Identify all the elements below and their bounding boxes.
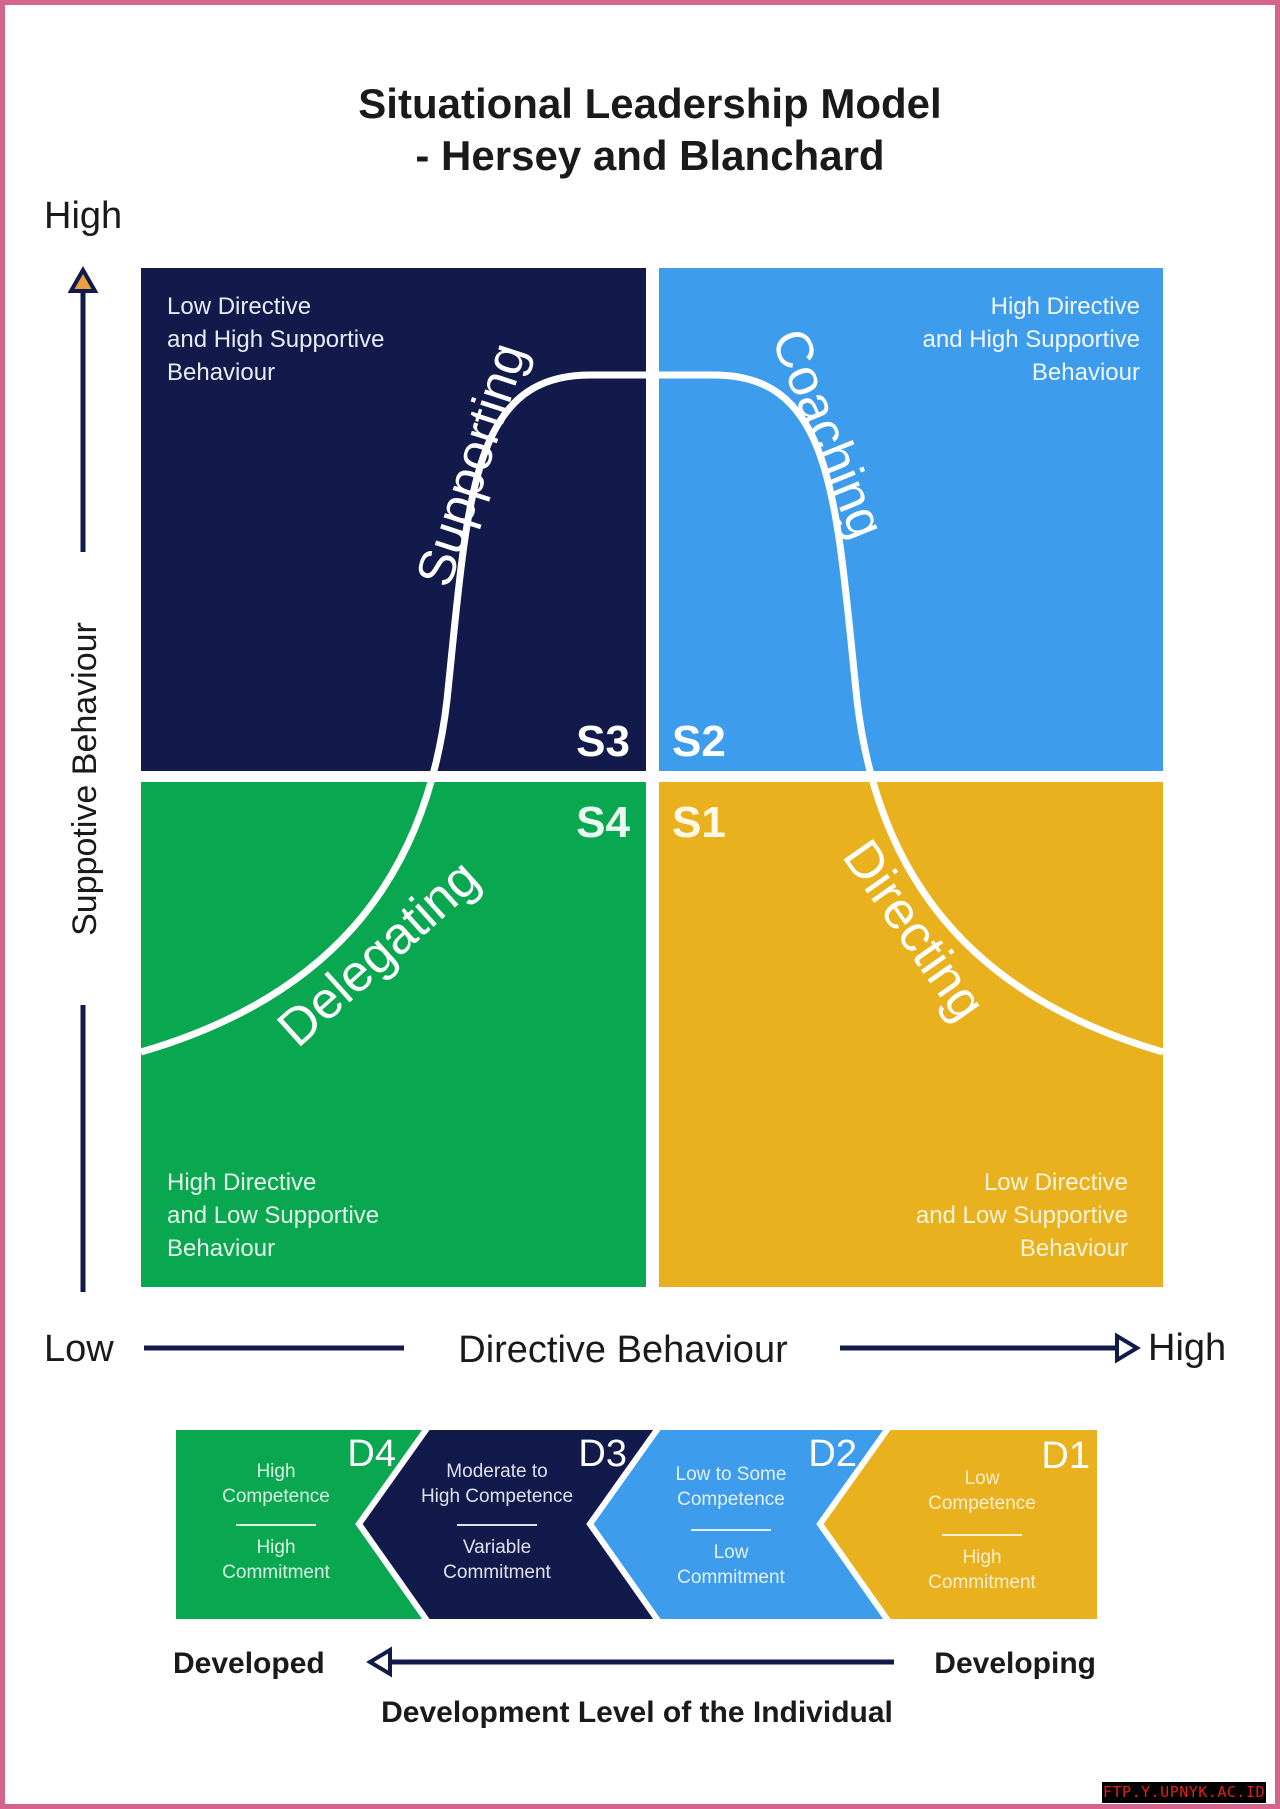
d3-commitment-2: Commitment [443,1562,551,1583]
development-arrow-icon [366,1646,392,1678]
s4-desc-line-2: and Low Supportive [167,1202,379,1229]
d3-competence-2: High Competence [421,1486,573,1507]
d2-competence-1: Low to Some [676,1464,787,1485]
x-axis-low-label: Low [44,1328,114,1370]
d4-commitment-1: High [256,1537,295,1558]
s1-desc-line-3: Behaviour [1020,1235,1128,1262]
watermark: FTP.Y.UPNYK.AC.ID [1102,1782,1266,1803]
code-s1: S1 [672,798,726,847]
title-line-2: - Hersey and Blanchard [415,132,884,179]
title-line-1: Situational Leadership Model [358,80,941,127]
d2-commitment-1: Low [714,1542,749,1563]
y-axis-label: Suppotive Behaviour [66,622,104,936]
developed-label: Developed [173,1647,325,1680]
code-d1: D1 [1041,1435,1090,1477]
d3-competence-1: Moderate to [446,1461,547,1482]
d4-competence-1: High [256,1461,295,1482]
x-axis-label: Directive Behaviour [458,1329,788,1371]
d4-commitment-2: Commitment [222,1562,330,1583]
d1-commitment-2: Commitment [928,1572,1036,1593]
y-axis-high-label: High [44,195,122,237]
leadership-curve [140,371,1164,1056]
chevron-d1 [816,1424,1103,1625]
s2-desc-line-3: Behaviour [1032,359,1140,386]
code-d2: D2 [808,1433,857,1475]
development-axis-label: Development Level of the Individual [381,1696,893,1729]
s2-desc-line-2: and High Supportive [923,326,1140,353]
d1-competence-2: Competence [928,1493,1036,1514]
d1-competence-1: Low [965,1468,1000,1489]
d2-competence-2: Competence [677,1489,785,1510]
quadrant-s3 [141,268,646,771]
d4-competence-2: Competence [222,1486,330,1507]
s4-desc-line-1: High Directive [167,1169,316,1196]
d3-commitment-1: Variable [463,1537,531,1558]
code-d3: D3 [578,1433,627,1475]
developing-label: Developing [934,1647,1096,1680]
s2-desc-line-1: High Directive [991,293,1140,320]
s3-desc-line-3: Behaviour [167,359,275,386]
code-s4: S4 [576,798,630,847]
s3-desc-line-2: and High Supportive [167,326,384,353]
y-axis-arrow-icon [67,265,99,293]
x-axis-arrow-icon [1115,1332,1141,1364]
d2-commitment-2: Commitment [677,1567,785,1588]
x-axis-high-label: High [1148,1327,1226,1369]
d1-commitment-1: High [962,1547,1001,1568]
code-s2: S2 [672,717,726,766]
s1-desc-line-1: Low Directive [984,1169,1128,1196]
code-d4: D4 [347,1433,396,1475]
code-s3: S3 [576,717,630,766]
quadrant-s2 [659,268,1163,771]
s3-desc-line-1: Low Directive [167,293,311,320]
s4-desc-line-3: Behaviour [167,1235,275,1262]
s1-desc-line-2: and Low Supportive [916,1202,1128,1229]
